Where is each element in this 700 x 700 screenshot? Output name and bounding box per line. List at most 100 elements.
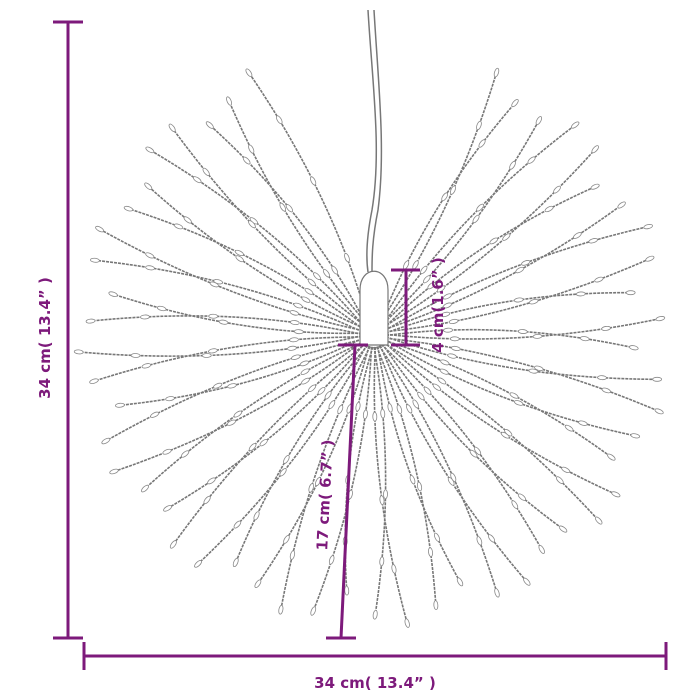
- light-strand: [171, 127, 367, 327]
- led-bead: [412, 399, 419, 409]
- light-strand: [78, 334, 363, 357]
- led-bead: [403, 260, 410, 270]
- led-bead: [308, 483, 314, 493]
- led-bead: [423, 386, 432, 395]
- light-strand: [113, 340, 364, 473]
- light-strand: [105, 338, 364, 442]
- led-bead: [95, 225, 105, 233]
- led-bead: [520, 260, 531, 266]
- led-bead: [130, 353, 141, 358]
- led-bead: [514, 400, 524, 406]
- led-bead: [192, 176, 202, 184]
- led-bead: [555, 476, 564, 485]
- led-bead: [145, 252, 155, 259]
- led-bead: [291, 354, 301, 360]
- led-bead: [304, 288, 314, 295]
- light-strand: [235, 344, 369, 563]
- led-bead: [511, 98, 519, 108]
- led-bead: [322, 269, 330, 278]
- led-bead: [101, 437, 111, 445]
- light-strand: [144, 341, 365, 490]
- led-bead: [575, 291, 586, 297]
- led-bead: [289, 337, 299, 343]
- light-strand: [384, 204, 623, 331]
- led-bead: [109, 468, 119, 475]
- led-bead: [248, 443, 257, 452]
- light-strand: [90, 315, 363, 336]
- led-bead: [396, 404, 403, 414]
- led-bead: [476, 120, 482, 131]
- led-bead: [617, 201, 626, 209]
- led-bead: [232, 557, 239, 568]
- led-bead: [245, 68, 253, 78]
- led-bead: [300, 368, 310, 375]
- led-bead: [449, 185, 456, 195]
- led-bead: [387, 403, 393, 413]
- led-bead: [208, 313, 219, 319]
- width-label: 34 cm( 13.4” ): [314, 674, 436, 692]
- light-strand: [373, 346, 387, 615]
- led-bead: [324, 390, 332, 400]
- led-bead: [379, 556, 385, 567]
- led-bead: [328, 400, 336, 409]
- led-bead: [601, 387, 611, 394]
- led-bead: [248, 144, 255, 154]
- led-bead: [254, 579, 262, 589]
- led-bead: [233, 520, 242, 529]
- led-bead: [588, 238, 598, 244]
- light-strand: [384, 339, 612, 458]
- led-bead: [442, 293, 452, 300]
- led-bead: [625, 290, 636, 296]
- led-bead: [523, 577, 531, 586]
- led-bead: [451, 345, 461, 351]
- led-bead: [165, 396, 175, 402]
- led-bead: [218, 319, 229, 325]
- light-strand: [147, 185, 365, 330]
- light-strand: [379, 344, 528, 583]
- led-bead: [404, 618, 410, 628]
- led-bead: [406, 404, 413, 414]
- led-bead: [654, 408, 664, 415]
- led-bead: [205, 121, 214, 129]
- light-strand: [373, 346, 408, 624]
- led-bead: [409, 474, 416, 485]
- led-bead: [538, 544, 545, 554]
- light-strand: [385, 328, 634, 349]
- light-strand: [383, 185, 596, 329]
- led-bead: [331, 265, 339, 275]
- light-strand: [382, 148, 596, 328]
- hanging-cable: [366, 9, 383, 273]
- led-bead: [279, 468, 287, 477]
- led-bead: [301, 296, 311, 303]
- led-bead: [207, 477, 216, 485]
- led-bead: [108, 291, 118, 297]
- led-bead: [607, 453, 616, 461]
- light-strand: [172, 343, 367, 545]
- led-bead: [313, 272, 321, 281]
- light-strand: [197, 344, 368, 565]
- led-bead: [380, 408, 386, 419]
- led-bead: [162, 448, 172, 455]
- led-bead: [90, 257, 100, 263]
- led-bead: [145, 146, 155, 154]
- led-bead: [416, 481, 423, 492]
- light-strand: [377, 346, 461, 583]
- led-bead: [472, 214, 480, 224]
- light-strand: [383, 341, 617, 496]
- led-bead: [283, 535, 290, 544]
- light-strand: [312, 346, 373, 612]
- led-bead: [436, 285, 446, 293]
- led-bead: [168, 123, 176, 133]
- light-strand: [384, 338, 636, 437]
- led-bead: [564, 424, 574, 432]
- strand-length-dimension-line: [326, 343, 368, 640]
- led-bead: [532, 333, 543, 339]
- led-bead: [299, 360, 310, 367]
- led-bead: [201, 353, 212, 358]
- led-bead: [515, 266, 525, 274]
- led-bead: [517, 329, 528, 334]
- led-bead: [573, 232, 582, 239]
- light-strand: [149, 149, 366, 328]
- led-bead: [534, 365, 544, 371]
- light-strand: [112, 293, 363, 335]
